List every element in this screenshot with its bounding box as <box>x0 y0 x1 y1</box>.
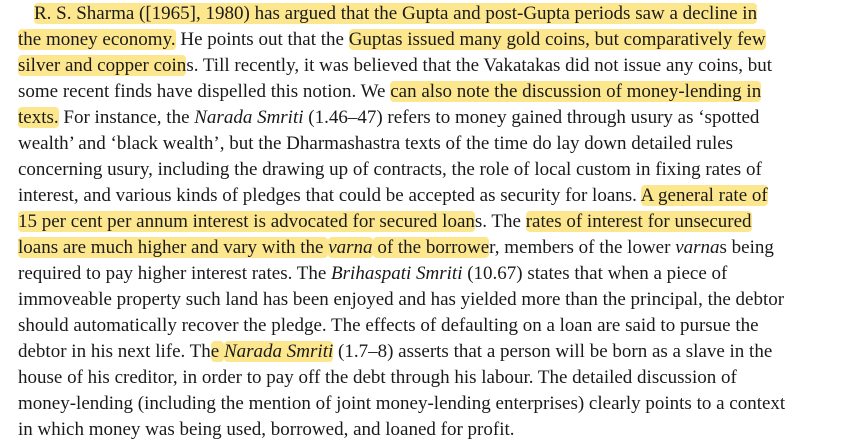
highlighted-text: A general rate of <box>640 185 768 206</box>
text-line: should automatically recover the pledge.… <box>18 312 759 339</box>
body-text: interest, and various kinds of pledges t… <box>18 185 641 206</box>
body-text: in which money was being used, borrowed,… <box>18 419 515 440</box>
body-text: immoveable property such land has been e… <box>18 289 785 310</box>
body-text: For instance, the <box>58 107 195 128</box>
body-text: r, members of the lower <box>489 237 676 258</box>
text-line: concerning usury, including the drawing … <box>18 156 762 183</box>
highlighted-text: 15 per cent per annum interest is advoca… <box>18 211 475 232</box>
body-text: wealth’ and ‘black wealth’, but the Dhar… <box>18 133 734 154</box>
text-line: 15 per cent per annum interest is advoca… <box>18 208 752 235</box>
body-text: s. Till recently, it was believed that t… <box>186 55 773 76</box>
text-line: the money economy. He points out that th… <box>18 26 766 53</box>
highlighted-text: varna <box>328 237 373 258</box>
body-text: some recent finds have dispelled this no… <box>18 81 391 102</box>
highlighted-text: of the borrowe <box>372 237 490 258</box>
body-text: Narada Smriti <box>194 107 304 128</box>
highlighted-text: e <box>210 341 224 362</box>
text-line: loans are much higher and vary with the … <box>18 234 774 261</box>
text-line: money-lending (including the mention of … <box>18 390 785 417</box>
body-text: debtor in his next life. Th <box>18 341 211 362</box>
body-text: should automatically recover the pledge.… <box>18 315 759 336</box>
highlighted-text: loans are much higher and vary with the <box>18 237 329 258</box>
body-text: house of his creditor, in order to pay o… <box>18 367 737 388</box>
highlighted-text: texts. <box>18 107 59 128</box>
text-line: some recent finds have dispelled this no… <box>18 78 762 105</box>
highlighted-text: Guptas issued many gold coins, but compa… <box>348 29 766 50</box>
body-text: s being <box>719 237 774 258</box>
highlighted-text: Narada Smriti <box>223 341 334 362</box>
body-text: required to pay higher interest rates. T… <box>18 263 332 284</box>
body-text: (10.67) states that when a piece of <box>462 263 728 284</box>
highlighted-text: can also note the discussion of money-le… <box>390 81 762 102</box>
body-text: concerning usury, including the drawing … <box>18 159 762 180</box>
text-line: silver and copper coins. Till recently, … <box>18 52 772 79</box>
text-line: R. S. Sharma ([1965], 1980) has argued t… <box>34 0 758 27</box>
text-line: required to pay higher interest rates. T… <box>18 260 727 287</box>
body-text: money-lending (including the mention of … <box>18 393 786 414</box>
highlighted-text: rates of interest for unsecured <box>525 211 752 232</box>
body-text: Brihaspati Smriti <box>331 263 463 284</box>
text-line: immoveable property such land has been e… <box>18 286 784 313</box>
body-text: varna <box>675 237 720 258</box>
text-line: texts. For instance, the Narada Smriti (… <box>18 104 759 131</box>
body-text: s. The <box>474 211 526 232</box>
body-text: (1.46–47) refers to money gained through… <box>303 107 760 128</box>
highlighted-text: silver and copper coin <box>18 55 187 76</box>
body-text: He points out that the <box>175 29 349 50</box>
highlighted-text: R. S. Sharma ([1965], 1980) has argued t… <box>34 3 758 24</box>
text-line: in which money was being used, borrowed,… <box>18 416 515 443</box>
text-line: wealth’ and ‘black wealth’, but the Dhar… <box>18 130 733 157</box>
body-text: (1.7–8) asserts that a person will be bo… <box>333 341 773 362</box>
text-line: house of his creditor, in order to pay o… <box>18 364 737 391</box>
highlighted-text: the money economy. <box>18 29 176 50</box>
text-line: interest, and various kinds of pledges t… <box>18 182 768 209</box>
text-line: debtor in his next life. The Narada Smri… <box>18 338 772 365</box>
